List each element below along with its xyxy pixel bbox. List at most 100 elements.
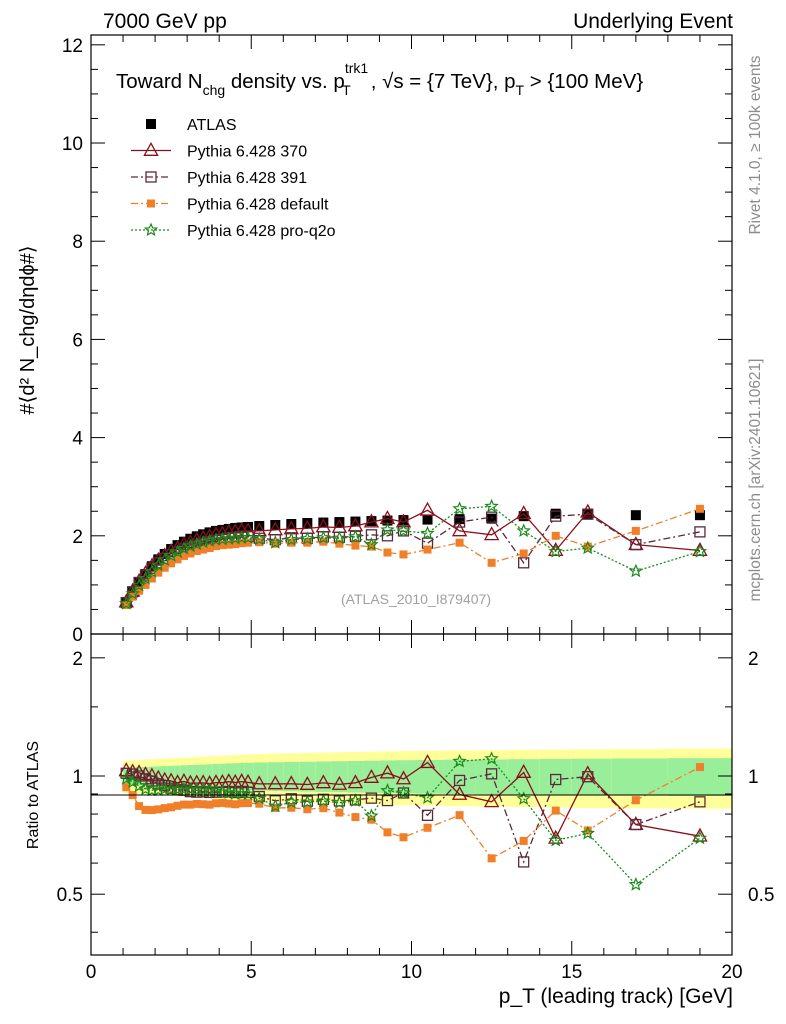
marker-triangle <box>331 775 348 790</box>
ratio-tick-label-right: 1 <box>748 767 759 788</box>
marker-triangle <box>483 526 500 541</box>
marker-star <box>364 536 379 551</box>
marker-square <box>154 805 163 814</box>
marker-triangle <box>150 551 167 566</box>
marker-square <box>271 804 280 813</box>
marker-star <box>380 522 395 537</box>
marker-square <box>550 508 561 519</box>
header-right: Underlying Event <box>573 10 733 33</box>
marker-star <box>452 753 467 768</box>
marker-square <box>160 563 169 572</box>
chart-title-sub-t2: T <box>516 82 525 98</box>
marker-star <box>516 791 531 805</box>
x-tick-label: 5 <box>246 962 257 983</box>
marker-square <box>551 806 560 815</box>
marker-square <box>519 836 528 845</box>
marker-square <box>173 555 182 564</box>
marker-open-square <box>485 768 498 780</box>
marker-square <box>199 800 208 809</box>
marker-square <box>695 504 704 513</box>
marker-square <box>230 522 241 533</box>
marker-triangle <box>515 763 532 778</box>
marker-star <box>138 570 153 585</box>
y-tick-label: 10 <box>62 134 83 155</box>
marker-square <box>583 826 592 835</box>
y-tick-label: 0 <box>72 625 83 646</box>
marker-square <box>205 800 214 809</box>
marker-triangle <box>315 774 332 789</box>
marker-star <box>420 790 435 805</box>
marker-star <box>125 586 140 600</box>
marker-star <box>420 525 435 540</box>
marker-square <box>287 803 296 812</box>
marker-square <box>366 516 377 527</box>
marker-square <box>231 800 240 809</box>
marker-square <box>223 523 234 534</box>
x-tick-label: 15 <box>561 962 582 983</box>
stat-band <box>155 766 162 787</box>
marker-square <box>551 531 560 540</box>
marker-square <box>244 799 253 808</box>
marker-square <box>237 539 246 548</box>
marker-square <box>186 549 195 558</box>
marker-star <box>548 543 563 558</box>
marker-square <box>211 542 220 551</box>
marker-square <box>399 833 408 842</box>
marker-star <box>452 501 467 515</box>
y-tick-label: 12 <box>62 36 83 57</box>
chart-title-sub-t: T <box>342 82 351 98</box>
marker-triangle <box>515 505 532 520</box>
marker-square <box>135 586 144 595</box>
marker-triangle <box>299 775 316 790</box>
ratio-tick-label-left: 1 <box>72 767 83 788</box>
marker-star <box>189 536 205 551</box>
marker-square <box>192 547 201 556</box>
marker-square <box>487 558 496 567</box>
marker-triangle <box>163 772 179 787</box>
marker-triangle <box>419 501 436 516</box>
marker-square <box>319 804 328 813</box>
chart-title-sub-chg: chg <box>203 82 226 98</box>
marker-square <box>382 515 393 526</box>
marker-triangle <box>451 522 468 537</box>
marker-triangle <box>395 513 412 528</box>
marker-square <box>455 811 464 820</box>
marker-square <box>455 538 464 547</box>
marker-star <box>300 531 315 545</box>
legend-entry: Pythia 6.428 391 <box>187 170 307 187</box>
marker-star <box>143 222 159 237</box>
marker-triangle <box>580 765 596 780</box>
marker-square <box>199 545 208 554</box>
marker-star <box>484 751 499 765</box>
marker-square <box>224 540 233 549</box>
marker-square <box>383 828 392 837</box>
legend-entry: Pythia 6.428 default <box>187 197 329 214</box>
marker-open-square <box>152 778 164 790</box>
stat-band <box>225 763 233 790</box>
chart-title: Toward Nchg density vs. ptrk1 T, √s = {7 … <box>116 60 643 98</box>
marker-star <box>380 782 395 797</box>
marker-square <box>486 513 497 524</box>
stat-band <box>415 759 444 794</box>
chart-title-post2: > {100 MeV} <box>524 70 643 93</box>
marker-square <box>487 854 496 863</box>
marker-star <box>348 529 363 543</box>
marker-open-square <box>518 557 530 569</box>
marker-open-square <box>453 774 466 787</box>
marker-triangle <box>251 522 267 537</box>
series-line <box>125 509 700 603</box>
marker-star <box>332 795 347 809</box>
marker-square <box>186 800 195 809</box>
marker-triangle <box>267 775 283 790</box>
marker-square <box>160 804 169 813</box>
marker-square <box>270 520 281 531</box>
marker-square <box>211 799 220 808</box>
marker-square <box>399 550 408 559</box>
ratio-tick-label-right: 2 <box>748 649 759 670</box>
marker-triangle <box>251 775 267 790</box>
marker-square <box>271 539 280 548</box>
chart-title-pre: Toward N <box>116 70 203 93</box>
marker-square <box>335 808 344 817</box>
